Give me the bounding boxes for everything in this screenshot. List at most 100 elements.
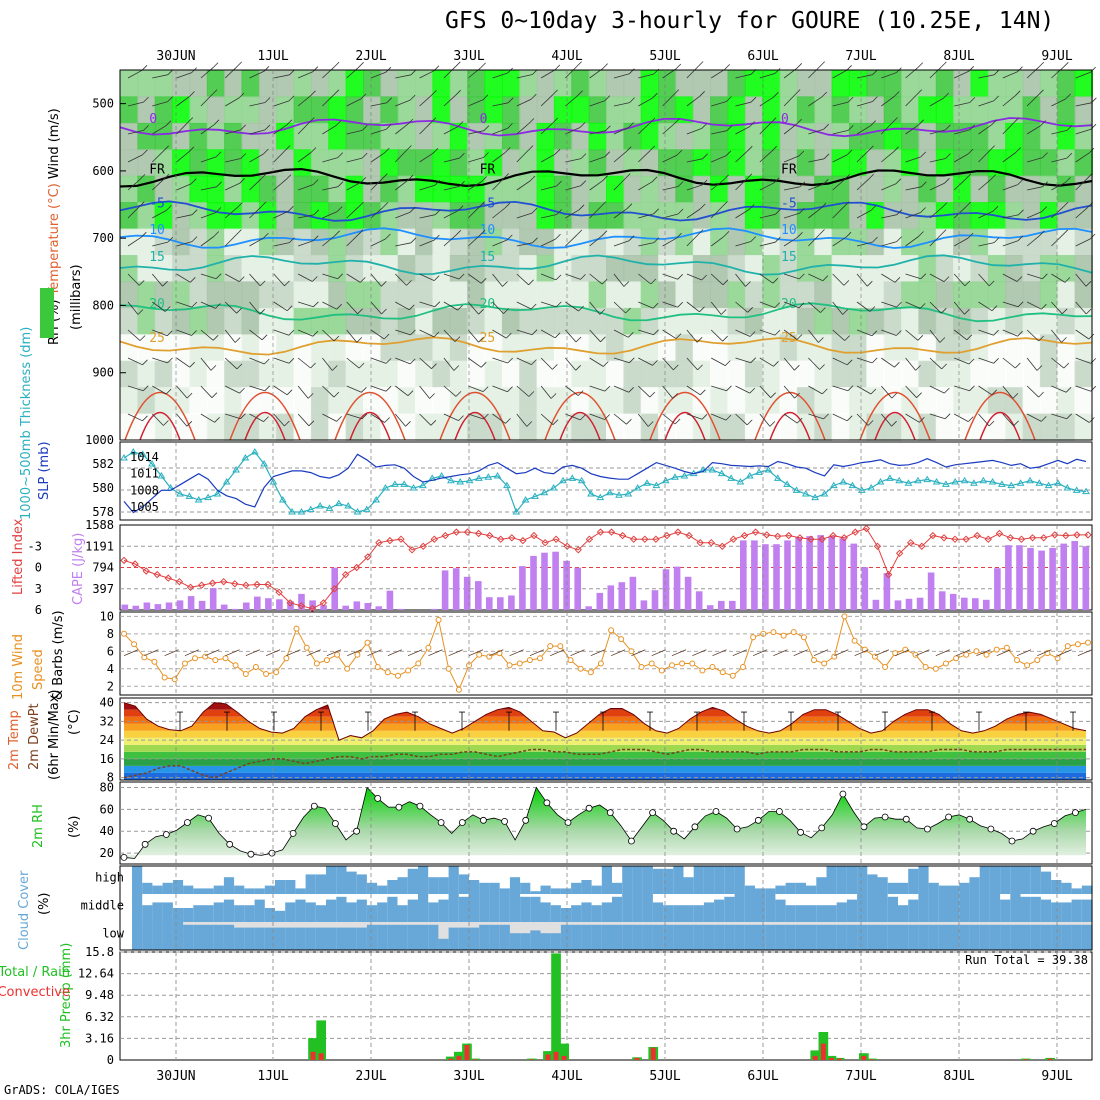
wind-barb bbox=[492, 128, 508, 135]
rh-cell bbox=[536, 281, 555, 309]
rh-point bbox=[628, 837, 635, 845]
cloud-cell bbox=[315, 905, 327, 922]
cloud-cell bbox=[959, 882, 970, 894]
wind-barb bbox=[370, 178, 383, 191]
wind-barb-flag bbox=[361, 413, 368, 420]
rh-cell bbox=[588, 307, 607, 336]
li-point bbox=[264, 580, 272, 589]
wind-barb-flag bbox=[626, 418, 632, 425]
wind-barb bbox=[1075, 152, 1090, 163]
rh-point bbox=[945, 813, 952, 821]
wind-barb-flag bbox=[624, 173, 631, 179]
cape-bar bbox=[386, 590, 394, 610]
wind-barb bbox=[443, 157, 460, 163]
wind-barb-flag bbox=[260, 201, 267, 208]
wind-speed-point bbox=[658, 667, 665, 674]
wind-barb bbox=[589, 273, 603, 285]
rh-cell bbox=[363, 281, 382, 309]
cloud-cell bbox=[703, 902, 715, 922]
wind-barb-flag bbox=[672, 393, 678, 399]
cloud-cell bbox=[877, 924, 889, 950]
rh-cell bbox=[206, 70, 226, 98]
wind-barb bbox=[929, 357, 942, 370]
rh-cell bbox=[519, 307, 538, 336]
rh-cell bbox=[606, 228, 625, 256]
rh-cell bbox=[675, 334, 694, 362]
rh-cell bbox=[276, 387, 295, 415]
rh-cell bbox=[796, 413, 816, 441]
rh-cell bbox=[1057, 387, 1076, 415]
cape-bar bbox=[751, 540, 758, 610]
wind-barb bbox=[783, 357, 795, 371]
wind-barb bbox=[200, 212, 217, 219]
temp-band bbox=[124, 709, 1086, 717]
slp-ylabel: SLP (mb) bbox=[37, 441, 52, 500]
wind-barb bbox=[225, 413, 241, 420]
wind-barb bbox=[638, 97, 653, 107]
wind-barb bbox=[905, 124, 919, 135]
cloud-cell bbox=[326, 927, 337, 950]
wind-barb bbox=[1051, 301, 1063, 315]
cloud-cell bbox=[520, 882, 531, 894]
rh-cell bbox=[571, 149, 590, 177]
wind-barb-flag bbox=[796, 334, 803, 340]
wind-barb-10m bbox=[468, 649, 484, 657]
wind-barb bbox=[225, 129, 241, 135]
rh-cell bbox=[380, 122, 399, 151]
wind-barb-flag bbox=[917, 62, 924, 68]
wind-barb bbox=[370, 207, 384, 219]
cloud-cell bbox=[693, 866, 705, 894]
li-point bbox=[231, 580, 239, 588]
cloud-cell bbox=[346, 902, 358, 922]
cloud-cell bbox=[479, 924, 490, 950]
cloud-cell bbox=[744, 924, 756, 950]
cloud-cell bbox=[693, 924, 705, 950]
rh-cell bbox=[328, 122, 347, 151]
thickness-point bbox=[886, 474, 894, 481]
wind-barb-flag bbox=[381, 308, 387, 315]
rh-point bbox=[1008, 837, 1016, 845]
rh-cell bbox=[380, 70, 399, 98]
wind-barb bbox=[200, 156, 217, 163]
rh-cell bbox=[206, 122, 226, 151]
cloud-cell bbox=[816, 877, 828, 894]
cape-bar bbox=[607, 585, 615, 610]
wind-barb bbox=[808, 357, 820, 370]
rh-cell bbox=[432, 387, 451, 415]
grads-credit: GrADS: COLA/IGES bbox=[4, 1083, 120, 1097]
thickness-point bbox=[484, 473, 493, 480]
li-point bbox=[773, 532, 782, 541]
isotherm-line bbox=[119, 336, 1093, 356]
wind-barb bbox=[322, 385, 335, 398]
wind-barb bbox=[686, 66, 699, 79]
cloud-cell bbox=[898, 882, 909, 894]
rh-cell bbox=[137, 122, 156, 151]
rh-cell bbox=[883, 255, 903, 283]
rh-cell bbox=[536, 360, 555, 389]
precip-convective-bar bbox=[861, 1055, 867, 1060]
wind-barb-flag bbox=[333, 335, 340, 342]
rh-cell bbox=[814, 175, 833, 204]
wind-speed-point bbox=[851, 637, 858, 644]
thickness-point bbox=[942, 480, 950, 487]
wind-barb-flag bbox=[993, 329, 999, 336]
li-point bbox=[906, 538, 915, 547]
rh-cell bbox=[276, 149, 295, 177]
day-label-top: 2JUL bbox=[355, 49, 386, 64]
wind-barb-flag bbox=[629, 357, 635, 364]
wind-barb bbox=[127, 101, 144, 107]
wind-barb-flag bbox=[746, 173, 753, 180]
wind-barb-flag bbox=[384, 417, 390, 423]
rh-cell bbox=[692, 149, 712, 177]
wind-barb-flag bbox=[1090, 66, 1096, 73]
cloud-cell bbox=[775, 899, 787, 922]
upper-air-y-tick: 500 bbox=[92, 97, 114, 111]
cloud-cell bbox=[560, 924, 572, 950]
wind-barb bbox=[954, 129, 970, 135]
thickness-point bbox=[456, 478, 465, 485]
wind-barb-flag bbox=[771, 146, 777, 152]
rh-cell bbox=[553, 413, 573, 441]
wind-barb-flag bbox=[167, 69, 174, 75]
wind-barb bbox=[929, 158, 946, 163]
rh-cell bbox=[623, 175, 642, 204]
